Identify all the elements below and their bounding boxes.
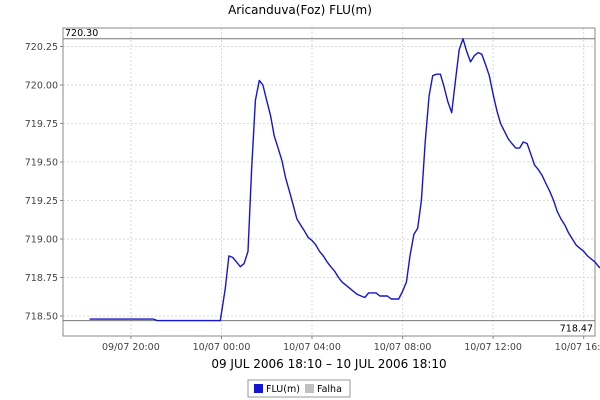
chart-title: Aricanduva(Foz) FLU(m) [228, 3, 372, 17]
y-tick-label: 720.25 [25, 42, 58, 53]
legend-swatch-falha [305, 384, 314, 393]
legend-box [247, 379, 351, 398]
x-axis-label: 09 JUL 2006 18:10 – 10 JUL 2006 18:10 [211, 357, 446, 371]
x-tick-label: 10/07 04:00 [283, 342, 341, 353]
legend-swatch-flu [254, 384, 263, 393]
threshold-label: 720.30 [65, 28, 98, 39]
y-tick-label: 718.50 [25, 312, 58, 323]
y-axis-ticks: 718.50 718.75 719.00 719.25 719.50 719.75 720.… [25, 42, 63, 323]
y-tick-label: 719.75 [25, 119, 58, 130]
x-tick-label: 10/07 00:00 [193, 342, 251, 353]
y-tick-label: 719.25 [25, 196, 58, 207]
x-tick-label: 09/07 20:00 [102, 342, 160, 353]
y-tick-label: 719.00 [25, 235, 58, 246]
x-tick-label: 10/07 12:00 [464, 342, 522, 353]
series-layer [89, 38, 600, 322]
x-tick-label: 10/07 16:00 [555, 342, 600, 353]
x-tick-label: 10/07 08:00 [374, 342, 432, 353]
y-tick-label: 719.50 [25, 158, 58, 169]
threshold-lines: 720.30 718.47 [63, 28, 595, 335]
series-line-flu [89, 38, 600, 322]
y-tick-label: 720.00 [25, 81, 58, 92]
threshold-label: 718.47 [560, 324, 593, 335]
plot-area-border [62, 27, 596, 337]
legend-label-falha: Falha [317, 384, 342, 395]
legend: FLU(m) Falha [247, 379, 351, 398]
grid-lines [63, 28, 595, 336]
x-axis-ticks: 09/07 20:00 10/07 00:00 10/07 04:00 10/07 0… [102, 336, 600, 353]
legend-label-flu: FLU(m) [266, 384, 300, 395]
y-tick-label: 718.75 [25, 273, 58, 284]
